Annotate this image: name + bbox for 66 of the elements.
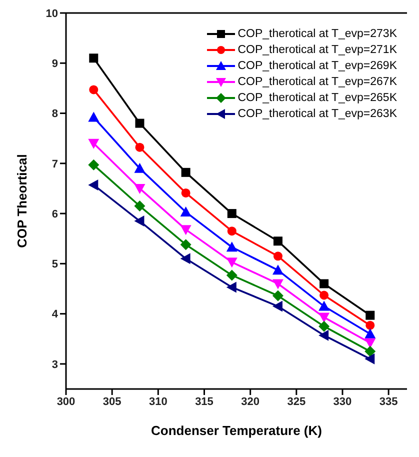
x-tick-label: 310 <box>148 396 168 408</box>
x-tick-label: 300 <box>56 396 76 408</box>
point <box>88 112 100 122</box>
x-tick-label: 325 <box>287 396 306 408</box>
point <box>320 290 329 300</box>
y-tick-label: 6 <box>52 208 58 220</box>
legend-label: COP_therotical at T_evp=273K <box>238 27 397 42</box>
x-tick-label: 330 <box>333 396 352 408</box>
legend-label: COP_therotical at T_evp=267K <box>238 75 397 90</box>
point <box>272 279 284 290</box>
point <box>364 346 376 357</box>
point <box>318 312 330 323</box>
x-tick-label: 335 <box>379 396 398 408</box>
point <box>273 236 282 246</box>
point <box>180 253 190 264</box>
point <box>320 279 329 288</box>
point <box>135 142 144 152</box>
x-axis-title: Condenser Temperature (K) <box>151 423 322 438</box>
legend-label: COP_therotical at T_evp=269K <box>238 59 397 74</box>
point <box>273 252 282 261</box>
point <box>181 168 190 177</box>
legend-label: COP_therotical at T_evp=271K <box>238 43 397 58</box>
point <box>134 184 146 194</box>
point <box>366 320 375 330</box>
y-tick-label: 4 <box>52 308 59 321</box>
point <box>135 118 144 128</box>
x-tick-label: 305 <box>102 396 122 408</box>
point <box>272 300 282 312</box>
point <box>180 239 192 250</box>
legend-label: COP_therotical at T_evp=263K <box>238 107 397 122</box>
point <box>226 270 238 281</box>
y-tick-label: 3 <box>52 358 58 371</box>
legend-label: COP_therotical at T_evp=265K <box>238 91 397 106</box>
point <box>180 206 192 217</box>
y-tick-label: 7 <box>52 158 58 170</box>
point <box>227 226 236 236</box>
point <box>89 54 98 63</box>
point <box>227 209 236 218</box>
point <box>318 320 330 332</box>
point <box>226 242 238 252</box>
point <box>181 188 190 198</box>
point <box>89 85 98 94</box>
point <box>364 328 376 338</box>
point <box>272 264 284 275</box>
point <box>180 225 192 236</box>
point <box>134 200 146 212</box>
point <box>366 310 375 320</box>
y-tick-label: 10 <box>46 8 58 20</box>
point <box>226 282 236 293</box>
point <box>364 338 376 348</box>
y-axis-title: COP Theortical <box>14 154 30 248</box>
point <box>364 353 375 364</box>
point <box>88 159 100 170</box>
x-tick-label: 320 <box>241 396 260 408</box>
y-tick-label: 8 <box>52 108 58 120</box>
point <box>134 162 146 173</box>
point <box>88 138 100 149</box>
point <box>272 290 284 302</box>
x-tick-label: 315 <box>195 396 214 408</box>
y-tick-label: 5 <box>52 258 58 271</box>
point <box>88 179 98 190</box>
point <box>226 258 238 268</box>
y-tick-label: 9 <box>52 58 58 70</box>
point <box>318 300 330 311</box>
point <box>134 216 144 227</box>
point <box>318 330 329 341</box>
